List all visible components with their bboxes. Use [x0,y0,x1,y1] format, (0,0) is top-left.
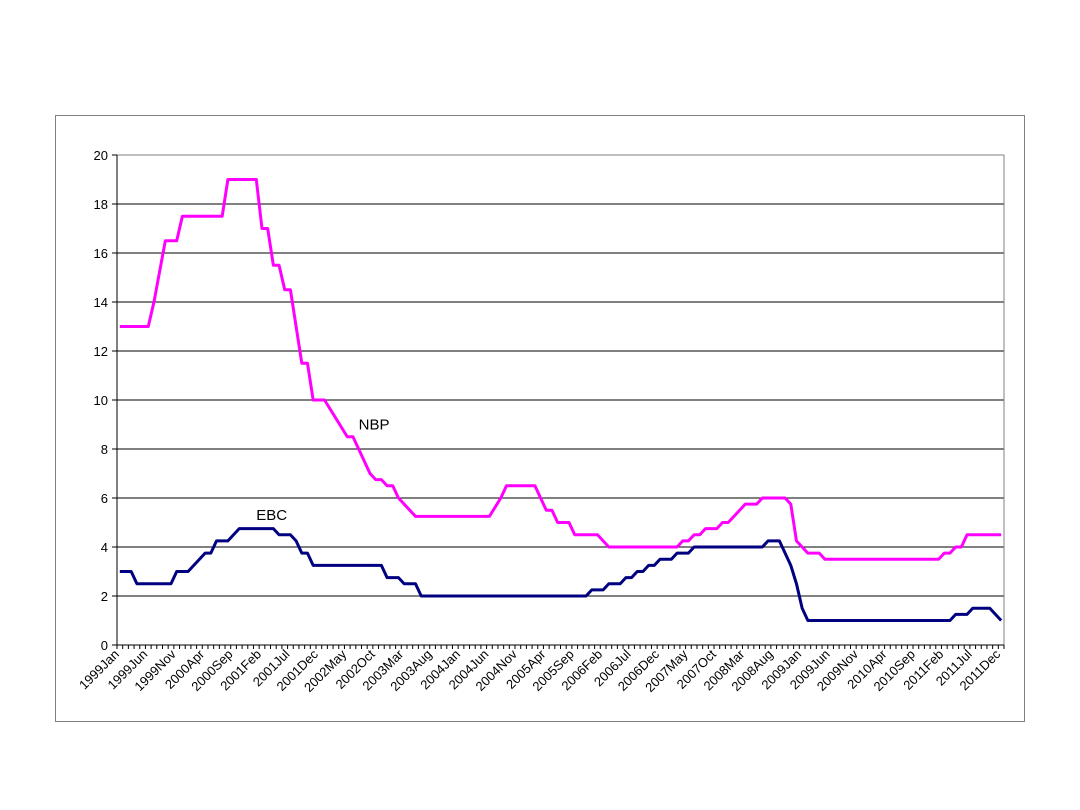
line-chart: 0 2 4 6 8 10 12 14 16 18 20 1999Jan1999Jun1999Nov2… [76,148,1005,695]
y-tick-labels: 0 2 4 6 8 10 12 14 16 18 20 [94,148,108,653]
y-tick-label: 2 [101,589,108,604]
chart-frame: 0 2 4 6 8 10 12 14 16 18 20 1999Jan 1999Jun 1999Nov 2… [55,115,1025,722]
y-tick-label: 6 [101,491,108,506]
x-tick-labels: 1999Jan1999Jun1999Nov2000Apr2000Sep2001F… [76,646,1004,695]
y-tick-label: 14 [94,295,108,310]
axes [112,154,1005,649]
y-tick-label: 8 [101,442,108,457]
y-tick-label: 18 [94,197,108,212]
series-annotations: NBP EBC [256,416,389,524]
series-label-nbp: NBP [359,416,390,433]
y-tick-label: 0 [101,638,108,653]
series-label-ebc: EBC [256,507,287,524]
y-tick-label: 20 [94,148,108,163]
y-tick-label: 16 [94,246,108,261]
y-tick-label: 12 [94,344,108,359]
y-tick-label: 4 [101,540,108,555]
series-line-ebc [119,527,1003,622]
series-line-nbp [119,178,1002,561]
series-lines [119,178,1003,622]
y-tick-label: 10 [94,393,108,408]
